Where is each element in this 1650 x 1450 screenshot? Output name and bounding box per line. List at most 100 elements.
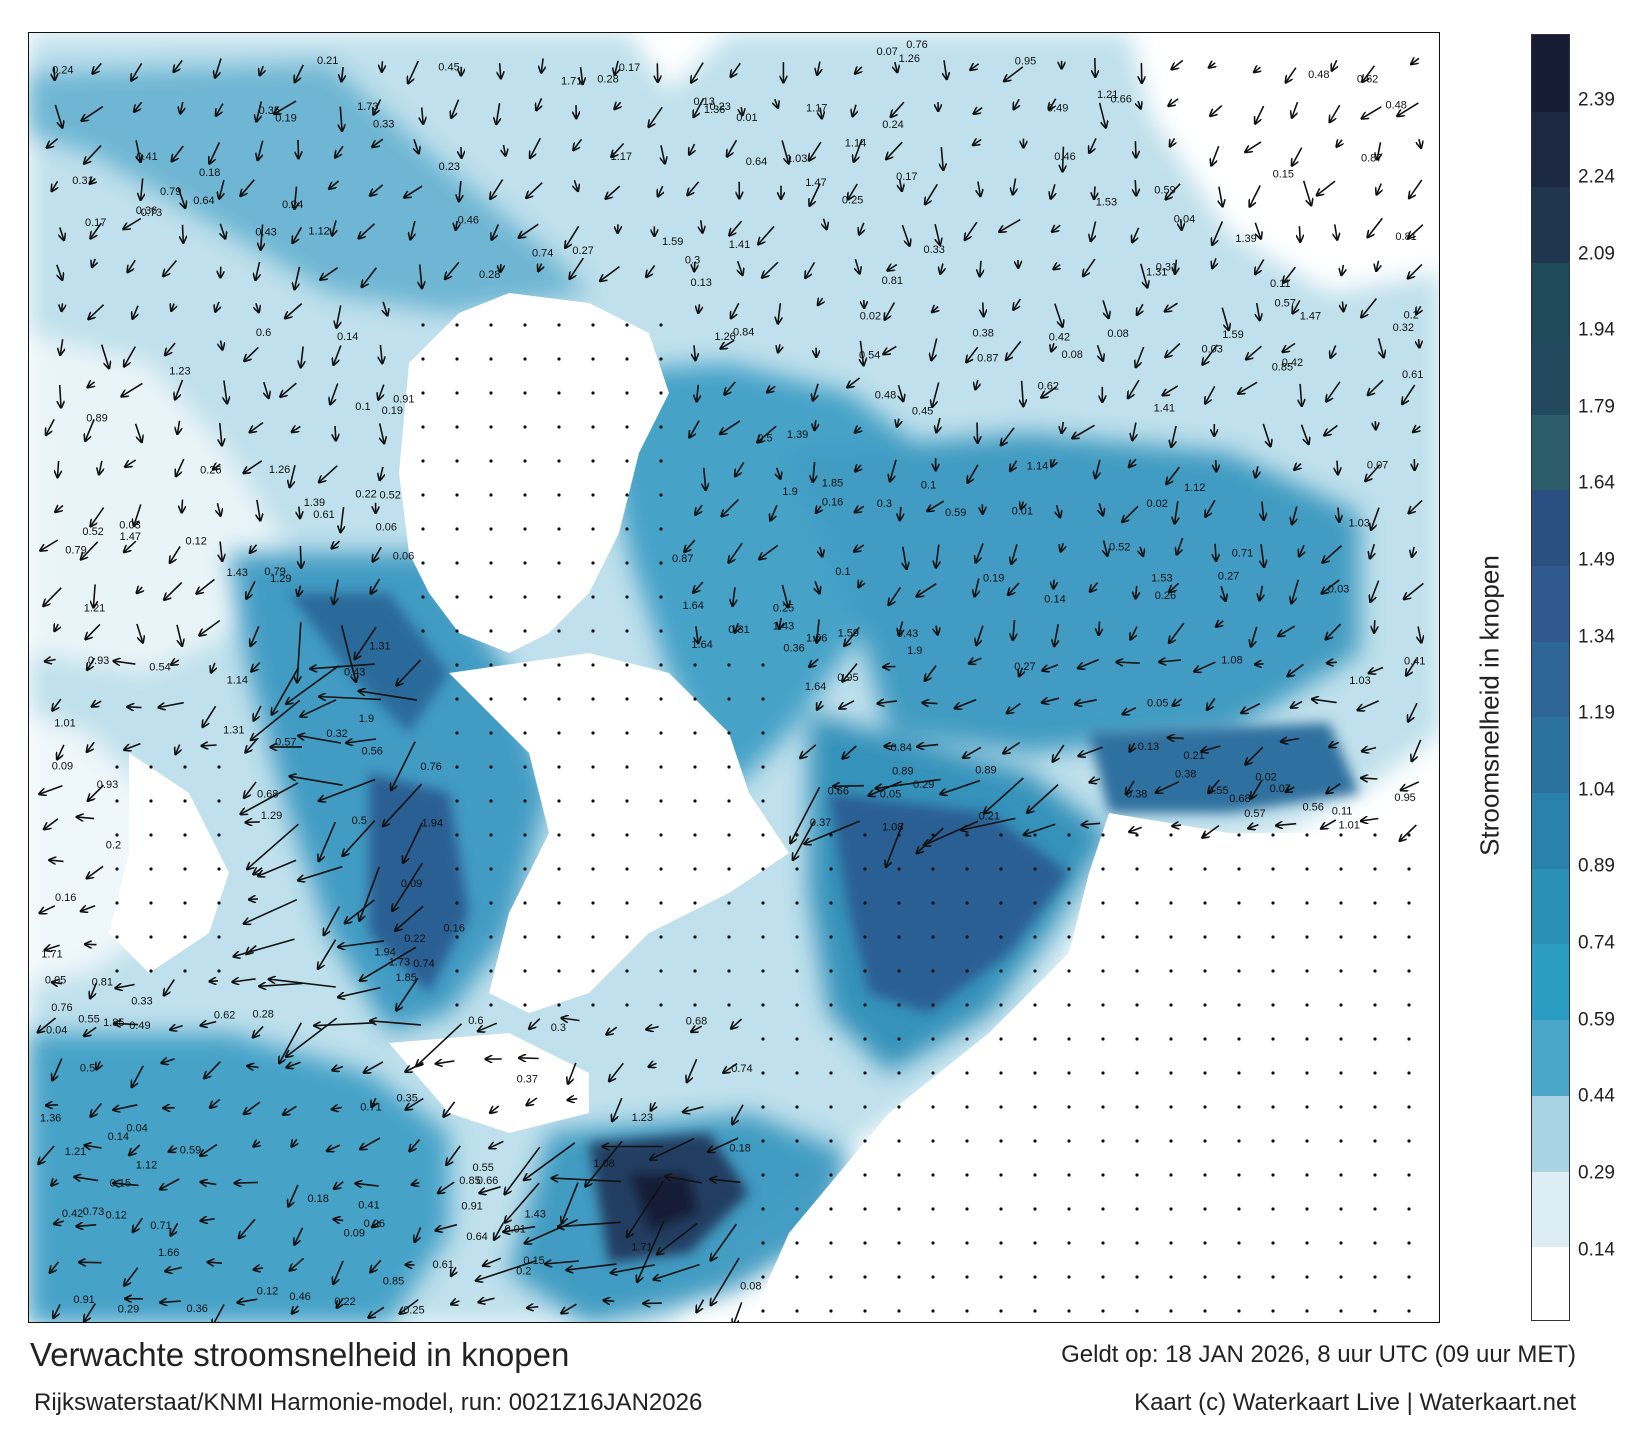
current-arrow	[158, 701, 184, 708]
grid-dot	[727, 901, 731, 905]
current-arrow	[698, 304, 699, 313]
grid-dot	[1305, 1275, 1309, 1279]
current-arrow	[280, 382, 297, 397]
grid-dot	[557, 425, 561, 429]
grid-dot	[727, 731, 731, 735]
current-arrow	[868, 780, 902, 796]
grid-dot	[863, 1139, 867, 1143]
current-arrow	[1326, 623, 1342, 639]
grid-dot	[897, 1207, 901, 1211]
current-arrow	[1057, 504, 1061, 517]
current-value-label: 0.68	[686, 1016, 707, 1028]
current-arrow	[612, 1097, 623, 1122]
grid-dot	[489, 595, 493, 599]
current-arrow	[689, 143, 694, 155]
current-arrow	[708, 1137, 739, 1152]
grid-dot	[523, 731, 527, 735]
current-value-label: 0.76	[51, 1002, 72, 1014]
current-value-label: 0.81	[1395, 231, 1416, 243]
current-arrow	[261, 224, 263, 251]
current-value-label: 0.16	[444, 922, 465, 934]
current-arrow	[239, 1218, 256, 1238]
current-arrow	[940, 779, 981, 795]
current-value-label: 1.36	[704, 104, 725, 116]
grid-dot	[421, 629, 425, 633]
grid-dot	[965, 833, 969, 837]
current-arrow	[364, 1061, 384, 1073]
current-arrow	[201, 745, 217, 746]
current-arrow	[168, 1148, 178, 1152]
grid-dot	[1067, 867, 1071, 871]
current-value-label: 1.17	[806, 103, 827, 115]
current-arrow	[175, 379, 184, 400]
colorbar-tick-label: 1.64	[1578, 472, 1615, 494]
grid-dot	[489, 833, 493, 837]
grid-dot	[523, 323, 527, 327]
current-arrow	[249, 899, 258, 900]
grid-dot	[625, 697, 629, 701]
current-arrow	[758, 225, 775, 244]
current-arrow	[79, 1262, 102, 1263]
current-value-label: 1.39	[787, 429, 808, 441]
current-arrow	[176, 624, 182, 646]
grid-dot	[1101, 1139, 1105, 1143]
current-arrow	[1122, 505, 1139, 522]
current-arrow	[1063, 146, 1064, 172]
grid-dot	[659, 833, 663, 837]
current-arrow	[657, 63, 658, 82]
grid-dot	[761, 867, 765, 871]
current-arrow	[380, 423, 385, 443]
current-arrow	[289, 776, 343, 786]
grid-dot	[523, 697, 527, 701]
current-value-label: 0.61	[433, 1259, 454, 1271]
current-arrow	[1004, 66, 1024, 82]
current-arrow	[1376, 260, 1378, 271]
current-value-label: 0.13	[1138, 741, 1159, 753]
current-value-label: 0.52	[82, 526, 103, 538]
grid-dot	[1203, 969, 1207, 973]
grid-dot	[489, 323, 493, 327]
current-arrow	[614, 102, 620, 109]
current-value-label: 0.74	[413, 958, 434, 970]
grid-dot	[1033, 1207, 1037, 1211]
current-value-label: 0.42	[62, 1208, 83, 1220]
grid-dot	[1033, 1309, 1037, 1313]
current-arrow	[333, 1260, 344, 1285]
grid-dot	[727, 833, 731, 837]
grid-dot	[1101, 901, 1105, 905]
current-arrow	[1418, 626, 1421, 643]
current-arrow	[1221, 307, 1229, 331]
current-arrow	[136, 623, 143, 643]
grid-dot	[557, 935, 561, 939]
current-arrow	[1370, 543, 1375, 559]
grid-dot	[1271, 833, 1275, 837]
current-arrow	[646, 265, 656, 278]
current-arrow	[1202, 344, 1218, 365]
current-arrow	[290, 465, 296, 487]
grid-dot	[999, 1071, 1003, 1075]
grid-dot	[1203, 1037, 1207, 1041]
grid-dot	[659, 595, 663, 599]
current-arrow	[1181, 218, 1182, 230]
current-arrow	[1335, 224, 1338, 240]
current-arrow	[1216, 621, 1224, 627]
current-arrow	[124, 742, 141, 750]
current-arrow	[318, 939, 337, 969]
current-arrow	[932, 382, 940, 407]
current-arrow	[370, 184, 384, 196]
current-arrow	[1075, 700, 1097, 704]
grid-dot	[795, 1071, 799, 1075]
current-arrow	[200, 1219, 215, 1221]
grid-dot	[489, 663, 493, 667]
grid-dot	[523, 799, 527, 803]
current-arrow	[844, 626, 860, 646]
current-value-label: 0.13	[694, 96, 715, 108]
current-arrow	[134, 504, 142, 526]
grid-dot	[693, 935, 697, 939]
current-arrow	[496, 102, 499, 124]
current-arrow	[897, 418, 899, 427]
current-arrow	[1261, 544, 1264, 567]
grid-dot	[1407, 901, 1411, 905]
grid-dot	[795, 1139, 799, 1143]
grid-dot	[795, 901, 799, 905]
